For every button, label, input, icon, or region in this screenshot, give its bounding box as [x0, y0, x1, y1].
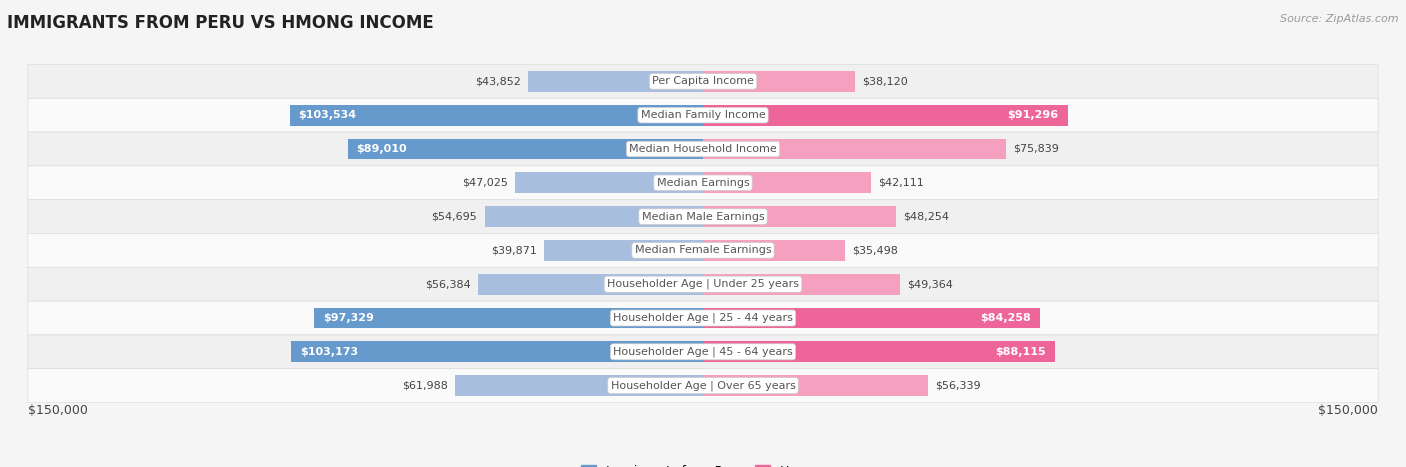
- FancyBboxPatch shape: [28, 166, 1378, 200]
- Text: $35,498: $35,498: [852, 245, 898, 255]
- Text: Per Capita Income: Per Capita Income: [652, 77, 754, 86]
- Text: IMMIGRANTS FROM PERU VS HMONG INCOME: IMMIGRANTS FROM PERU VS HMONG INCOME: [7, 14, 434, 32]
- Text: $91,296: $91,296: [1008, 110, 1059, 120]
- Text: $42,111: $42,111: [879, 178, 924, 188]
- FancyBboxPatch shape: [28, 98, 1378, 132]
- Text: $88,115: $88,115: [995, 347, 1046, 357]
- Bar: [478, 274, 703, 295]
- FancyBboxPatch shape: [28, 267, 1378, 301]
- Text: $150,000: $150,000: [1319, 404, 1378, 417]
- FancyBboxPatch shape: [28, 234, 1378, 267]
- FancyBboxPatch shape: [28, 301, 1378, 335]
- Text: $43,852: $43,852: [475, 77, 520, 86]
- Text: Median Family Income: Median Family Income: [641, 110, 765, 120]
- FancyBboxPatch shape: [28, 132, 1378, 166]
- Text: $49,364: $49,364: [907, 279, 953, 289]
- Bar: [291, 341, 703, 362]
- FancyBboxPatch shape: [28, 64, 1378, 98]
- Bar: [347, 139, 703, 159]
- FancyBboxPatch shape: [28, 335, 1378, 369]
- Text: $97,329: $97,329: [323, 313, 374, 323]
- Text: Householder Age | Under 25 years: Householder Age | Under 25 years: [607, 279, 799, 290]
- FancyBboxPatch shape: [28, 369, 1378, 403]
- Text: $89,010: $89,010: [357, 144, 408, 154]
- Text: $103,534: $103,534: [298, 110, 357, 120]
- Text: $54,695: $54,695: [432, 212, 478, 222]
- Bar: [485, 206, 703, 227]
- Legend: Immigrants from Peru, Hmong: Immigrants from Peru, Hmong: [576, 460, 830, 467]
- FancyBboxPatch shape: [28, 200, 1378, 234]
- Text: $48,254: $48,254: [903, 212, 949, 222]
- Bar: [703, 172, 872, 193]
- Text: $56,384: $56,384: [425, 279, 471, 289]
- Text: $103,173: $103,173: [299, 347, 359, 357]
- Text: Median Male Earnings: Median Male Earnings: [641, 212, 765, 222]
- Text: $39,871: $39,871: [491, 245, 537, 255]
- Text: Median Earnings: Median Earnings: [657, 178, 749, 188]
- Text: $38,120: $38,120: [862, 77, 908, 86]
- Bar: [703, 105, 1067, 126]
- Bar: [703, 139, 1005, 159]
- Bar: [544, 240, 703, 261]
- Bar: [703, 274, 900, 295]
- Text: $84,258: $84,258: [980, 313, 1031, 323]
- Text: $75,839: $75,839: [1014, 144, 1059, 154]
- Text: Householder Age | Over 65 years: Householder Age | Over 65 years: [610, 380, 796, 391]
- Bar: [315, 308, 703, 328]
- Bar: [527, 71, 703, 92]
- Text: $61,988: $61,988: [402, 381, 449, 390]
- Bar: [456, 375, 703, 396]
- Text: $56,339: $56,339: [935, 381, 981, 390]
- Bar: [703, 71, 855, 92]
- Bar: [703, 375, 928, 396]
- Bar: [703, 240, 845, 261]
- Text: Source: ZipAtlas.com: Source: ZipAtlas.com: [1281, 14, 1399, 24]
- Text: Median Female Earnings: Median Female Earnings: [634, 245, 772, 255]
- Text: $150,000: $150,000: [28, 404, 87, 417]
- Bar: [703, 341, 1054, 362]
- Text: Median Household Income: Median Household Income: [628, 144, 778, 154]
- Bar: [290, 105, 703, 126]
- Bar: [703, 308, 1039, 328]
- Text: Householder Age | 45 - 64 years: Householder Age | 45 - 64 years: [613, 347, 793, 357]
- Bar: [703, 206, 896, 227]
- Bar: [515, 172, 703, 193]
- Text: Householder Age | 25 - 44 years: Householder Age | 25 - 44 years: [613, 313, 793, 323]
- Text: $47,025: $47,025: [463, 178, 508, 188]
